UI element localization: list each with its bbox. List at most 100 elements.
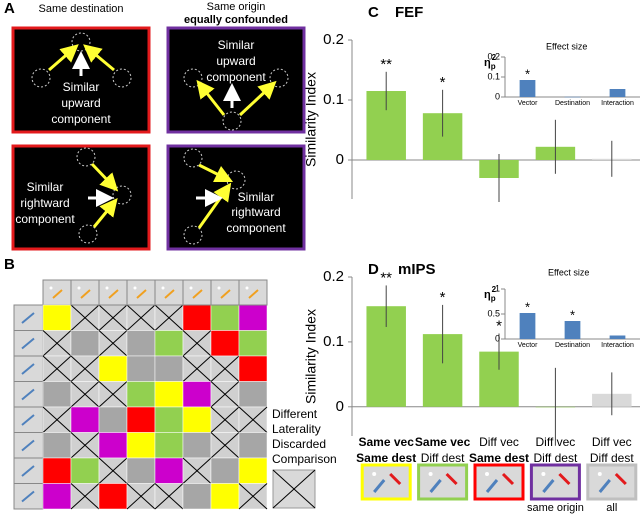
legend-text: Discarded [272, 437, 326, 451]
cell-cross [42, 330, 72, 357]
x-tick-label: Vector [518, 100, 539, 107]
header-dot [245, 286, 249, 290]
header-dot [49, 286, 53, 290]
column-header: Same origin [207, 1, 266, 13]
x-tick-label: Diff dest [590, 451, 634, 465]
bar [519, 80, 536, 97]
cell-cross [210, 432, 240, 459]
x-tick-label: Diff vec [536, 435, 576, 449]
significance-star: ** [380, 269, 392, 286]
box-text: Similar [238, 190, 275, 204]
header-arrow [21, 439, 35, 452]
bar [564, 96, 581, 98]
matrix-cell [70, 330, 100, 357]
bar [519, 313, 536, 339]
matrix-cell [98, 483, 128, 510]
matrix-cell [98, 432, 128, 459]
x-tick-label: Same dest [356, 451, 416, 465]
y-tick-label: 0 [336, 398, 344, 415]
x-tick-label: Same dest [469, 451, 529, 465]
panel-label: C [368, 4, 379, 21]
header-arrow [21, 465, 35, 477]
header-cell [238, 279, 268, 306]
y-axis-label-part: p [491, 62, 496, 71]
box-text: upward [61, 96, 100, 110]
cell-cross [126, 483, 156, 510]
matrix-cell [126, 381, 156, 408]
y-tick-label: 0 [495, 91, 500, 101]
matrix-cell [238, 355, 268, 382]
cell-cross [70, 483, 100, 510]
x-tick-label: Diff dest [533, 451, 577, 465]
y-axis-label: Similarity Index [303, 72, 319, 167]
matrix-cell [182, 432, 212, 459]
icon-arrow [598, 479, 611, 493]
matrix-cell [126, 330, 156, 357]
y-tick-label: 0 [495, 333, 500, 343]
box-text: component [15, 212, 75, 226]
icon-arrow [429, 479, 442, 493]
chart-title: Effect size [548, 267, 589, 277]
y-axis-label: Similarity Index [303, 309, 319, 404]
cell-cross [70, 432, 100, 459]
panel-label: A [4, 0, 15, 17]
header-dot [105, 286, 109, 290]
matrix-cell [238, 381, 268, 408]
header-arrow [21, 312, 35, 324]
significance-star: * [440, 74, 446, 91]
x-tick-label: Destination [555, 100, 590, 107]
icon-dot [372, 472, 377, 476]
chart-title: mIPS [398, 261, 436, 278]
matrix-cell [98, 406, 128, 433]
header-cell [154, 279, 184, 306]
box: Similar rightward component [11, 144, 151, 251]
bar [564, 321, 581, 339]
y-axis-label-part: 2 [492, 285, 497, 294]
matrix-cell [238, 457, 268, 484]
condition-icon [473, 463, 525, 501]
header-arrow [136, 289, 147, 299]
matrix-cell [126, 457, 156, 484]
header-cell [182, 279, 212, 306]
box-text: rightward [20, 196, 69, 210]
y-axis-label-part: 2 [492, 53, 497, 62]
x-tick-label: Interaction [601, 100, 634, 107]
box-text: component [206, 70, 266, 84]
matrix-cell [126, 432, 156, 459]
header-dot [217, 286, 221, 290]
y-tick-label: 0.2 [323, 31, 344, 48]
cell-cross [210, 355, 240, 382]
significance-star: ** [380, 56, 392, 73]
icon-arrow [485, 479, 499, 493]
cell-cross [42, 406, 72, 433]
cell-cross [182, 330, 212, 357]
y-tick-label: 0.1 [487, 71, 500, 81]
y-axis-label-part: p [491, 294, 496, 303]
box-text: Similar [27, 180, 64, 194]
header-dot [133, 286, 137, 290]
header-arrow [192, 289, 203, 299]
matrix-cell [42, 432, 72, 459]
matrix-cell [238, 330, 268, 357]
significance-star: * [440, 289, 446, 306]
matrix-cell [42, 457, 72, 484]
cell-cross [154, 304, 184, 331]
box-text: component [51, 112, 111, 126]
cell-cross [210, 381, 240, 408]
cell-cross [154, 483, 184, 510]
y-tick-label: 0 [336, 151, 344, 168]
cell-cross [182, 457, 212, 484]
chart-title: Effect size [546, 41, 587, 51]
x-tick-label: Diff vec [479, 435, 519, 449]
matrix-cell [210, 304, 240, 331]
icon-dot [541, 472, 546, 476]
box: Similar upward component [11, 26, 151, 134]
cell-cross [238, 483, 268, 510]
matrix-cell [182, 406, 212, 433]
column-subheader: equally confounded [184, 14, 288, 26]
icon-arrow [373, 479, 386, 493]
matrix-cell [182, 304, 212, 331]
x-tick-label: Same vec [359, 435, 415, 449]
header-cell [70, 279, 100, 306]
